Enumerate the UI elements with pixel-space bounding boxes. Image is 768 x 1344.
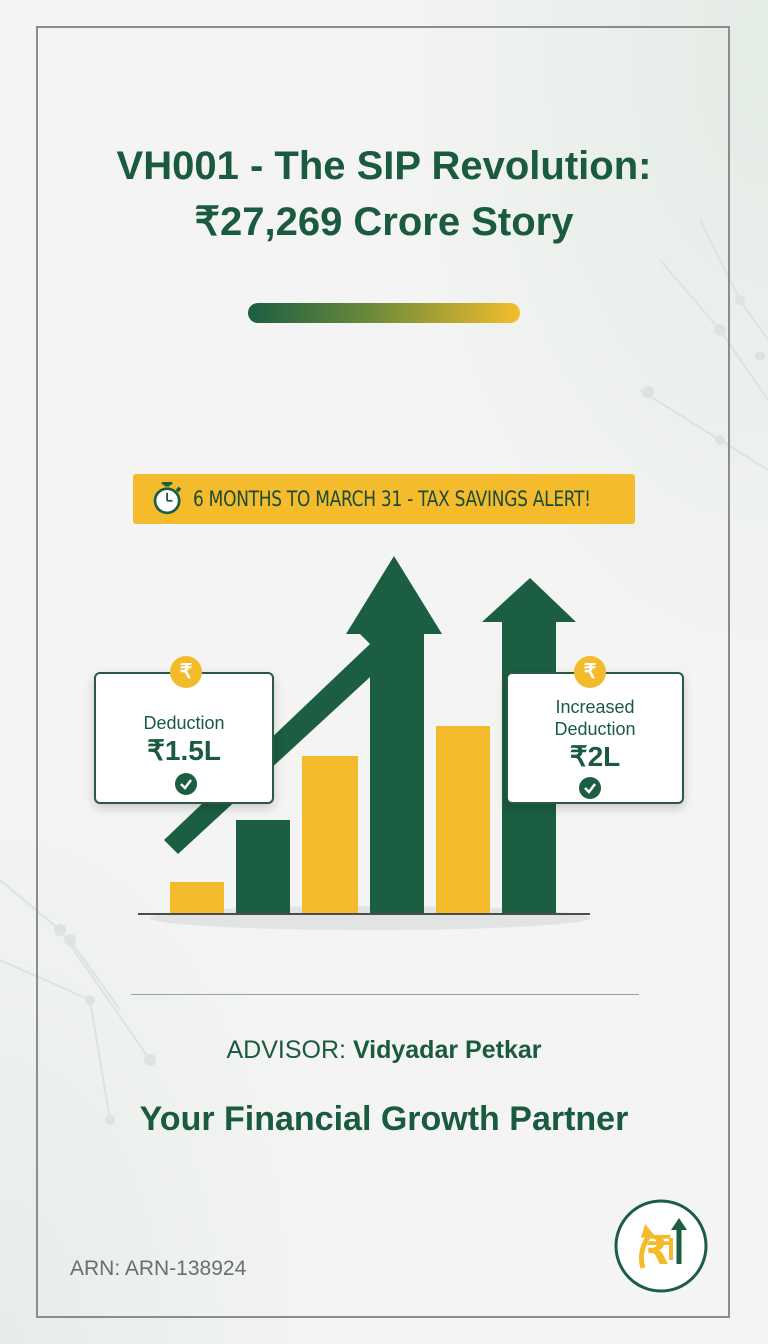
svg-text:₹: ₹ xyxy=(645,1228,673,1274)
check-icon xyxy=(579,777,601,799)
advisor-name: Vidyadar Petkar xyxy=(352,1036,542,1064)
rupee-growth-logo-icon: ₹ xyxy=(614,1199,708,1293)
stopwatch-icon xyxy=(153,482,182,515)
rupee-coin-icon: ₹ xyxy=(574,656,606,688)
rupee-coin-icon: ₹ xyxy=(170,656,202,688)
advisor-line: ADVISOR: Vidyadar Petkar xyxy=(0,1036,768,1065)
gradient-divider xyxy=(248,303,520,323)
bar-3 xyxy=(302,756,358,914)
deduction-value: ₹1.5L xyxy=(147,735,221,766)
tagline: Your Financial Growth Partner xyxy=(139,1100,629,1138)
title-line-2: ₹27,269 Crore Story xyxy=(194,200,574,244)
bar-2 xyxy=(236,820,290,914)
increased-deduction-label-2: Deduction xyxy=(554,719,636,739)
bar-4-arrow xyxy=(346,556,442,914)
section-divider xyxy=(131,994,639,995)
increased-deduction-label-1: Increased xyxy=(555,697,635,717)
check-icon xyxy=(175,773,197,795)
deduction-label: Deduction xyxy=(143,713,225,733)
tax-alert-banner: 6 MONTHS TO MARCH 31 - TAX SAVINGS ALERT… xyxy=(133,474,635,524)
page-title: VH001 - The SIP Revolution: ₹27,269 Cror… xyxy=(60,138,708,250)
arn-number: ARN: ARN-138924 xyxy=(70,1257,247,1280)
bar-5 xyxy=(436,726,490,914)
increased-deduction-card: Increased Deduction ₹2L xyxy=(506,672,684,804)
poster-border xyxy=(36,26,730,1318)
alert-text: 6 MONTHS TO MARCH 31 - TAX SAVINGS ALERT… xyxy=(193,487,591,511)
advisor-prefix: ADVISOR: xyxy=(226,1036,346,1064)
title-line-1: VH001 - The SIP Revolution: xyxy=(116,144,652,188)
bar-1 xyxy=(170,882,224,914)
increased-deduction-value: ₹2L xyxy=(569,741,621,772)
